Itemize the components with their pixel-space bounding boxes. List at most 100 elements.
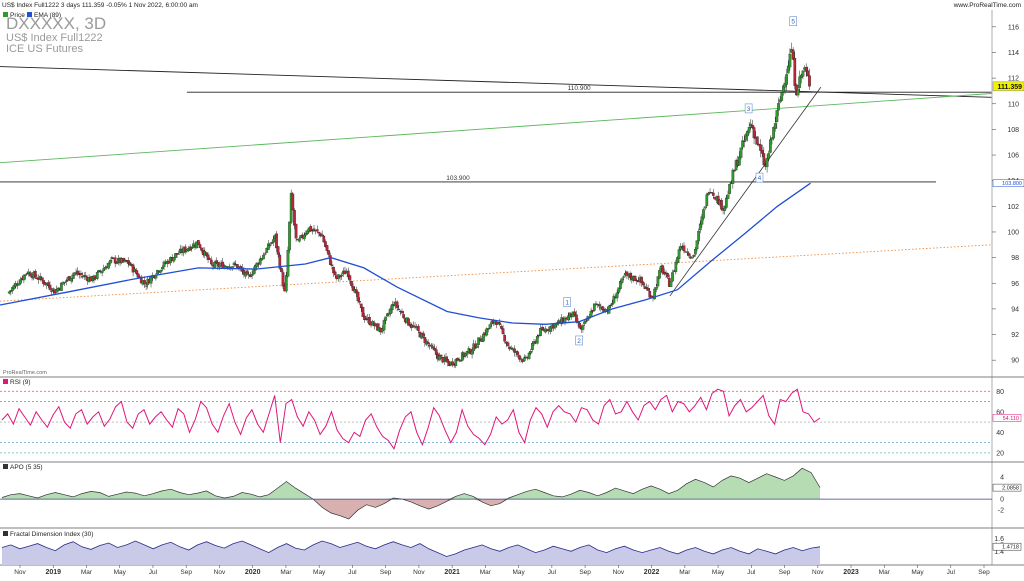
candle-body <box>253 264 257 271</box>
header-url[interactable]: www.ProRealTime.com <box>953 2 1021 9</box>
candle-body <box>666 273 670 278</box>
candle-body <box>128 262 132 266</box>
candle-body <box>11 287 14 291</box>
candle-body <box>687 253 691 256</box>
candle-body <box>286 249 290 277</box>
candle-body <box>115 262 119 264</box>
candle-body <box>597 304 601 307</box>
candle-body <box>762 153 766 165</box>
candle-body <box>384 316 388 321</box>
ema-value-label: 103.800 <box>1002 181 1022 187</box>
candle-body <box>224 266 228 268</box>
candle-body <box>260 258 264 261</box>
candle-body <box>723 205 727 211</box>
candle-body <box>488 324 492 329</box>
candle-body <box>591 310 595 312</box>
time-tick-label: Sep <box>779 569 791 576</box>
apo-tick-label: 0 <box>1000 497 1004 504</box>
candle-body <box>51 288 55 291</box>
candle-body <box>539 328 542 336</box>
candle-body <box>196 240 200 245</box>
candle-body <box>368 317 371 325</box>
candle-body <box>325 245 329 251</box>
candle-body <box>19 279 22 284</box>
candle-body <box>700 216 704 225</box>
rsi-value-tag <box>992 414 1022 422</box>
apo-positive-fill <box>2 468 820 500</box>
fdi-value-tag <box>992 542 1022 551</box>
time-tick-label: Jul <box>149 569 158 576</box>
time-tick-label: Jul <box>947 569 956 576</box>
fdi-fill <box>2 541 820 565</box>
time-tick-label: May <box>712 569 725 576</box>
time-tick-label: Mar <box>879 569 891 576</box>
price-tick-label: 98 <box>1011 255 1019 262</box>
candle-body <box>548 326 552 332</box>
time-tick-label: 2022 <box>644 569 660 576</box>
candle-body <box>772 127 775 139</box>
time-tick-label: May <box>313 569 326 576</box>
candle-body <box>482 333 485 342</box>
candle-body <box>498 322 502 325</box>
candle-body <box>200 247 203 251</box>
candle-body <box>698 223 702 231</box>
candle-body <box>724 197 728 208</box>
candle-body <box>400 311 404 314</box>
watermark-name: US$ Index Full1222 <box>6 32 103 44</box>
candle-body <box>793 58 797 86</box>
price-tick-label: 110 <box>1008 101 1019 108</box>
candle-body <box>671 272 674 282</box>
candle-body <box>690 257 694 259</box>
price-tick-label: 112 <box>1008 76 1019 83</box>
candle-body <box>355 289 358 294</box>
candle-body <box>423 337 427 343</box>
fdi-line <box>1 540 821 557</box>
candle-body <box>778 99 782 103</box>
candle-body <box>566 315 570 321</box>
wave-label-box <box>789 16 797 26</box>
price-tick-label: 96 <box>1011 281 1019 288</box>
candle-body <box>751 124 754 129</box>
candle-body <box>172 256 176 262</box>
candle-body <box>457 359 461 361</box>
candle-body <box>508 346 511 350</box>
candle-body <box>434 349 438 355</box>
candle-body <box>412 325 415 327</box>
candle-body <box>661 265 665 274</box>
candle-body <box>645 286 648 289</box>
candle-body <box>104 267 107 270</box>
candle-body <box>755 136 759 145</box>
fdi-axis: 1.41.51.61.4718 <box>992 536 1022 556</box>
candle-body <box>107 262 111 269</box>
time-tick-label: Mar <box>280 569 292 576</box>
candle-body <box>656 276 660 287</box>
fdi-area <box>1 540 821 565</box>
candle-body <box>267 243 270 250</box>
candle-body <box>216 262 220 267</box>
candle-body <box>707 192 710 195</box>
candle-body <box>389 308 392 314</box>
candle-body <box>390 304 394 311</box>
candle-body <box>487 328 490 330</box>
candle-body <box>12 284 16 289</box>
candle-body <box>518 355 521 360</box>
candle-body <box>540 327 544 330</box>
watermark-symbol: DXXXXX, 3D <box>6 14 106 33</box>
candle-body <box>108 259 112 264</box>
candle-body <box>320 234 324 237</box>
price-tick-label: 114 <box>1008 50 1019 57</box>
candle-body <box>477 337 480 345</box>
candle-body <box>742 140 746 142</box>
candle-body <box>501 328 505 334</box>
candle-body <box>407 318 410 326</box>
candle-body <box>263 253 267 255</box>
candle-body <box>798 76 802 88</box>
candle-body <box>710 192 714 194</box>
fdi-tick-label: 1.4 <box>994 549 1004 556</box>
rsi-tick-label: 80 <box>996 389 1004 396</box>
time-tick-label: Sep <box>380 569 392 576</box>
candle-body <box>162 261 166 267</box>
wave-labels: 1 2 3 4 5 <box>563 16 797 346</box>
